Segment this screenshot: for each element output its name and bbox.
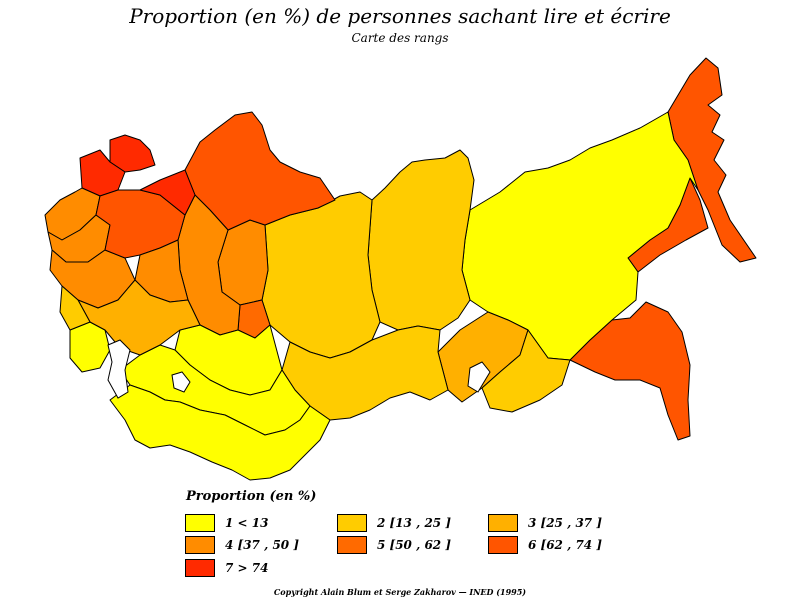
caspian-sea bbox=[107, 339, 131, 399]
legend-swatch bbox=[337, 536, 367, 554]
legend-item-6: 6 [62 , 74 ] bbox=[488, 535, 602, 555]
legend-label: 1 < 13 bbox=[225, 516, 269, 530]
region-amur-primorye bbox=[569, 301, 691, 441]
legend-item-7: 7 > 74 bbox=[185, 558, 268, 578]
legend-label: 7 > 74 bbox=[225, 561, 269, 575]
map-subtitle: Carte des rangs bbox=[351, 31, 449, 45]
legend-label: 6 [62 , 74 ] bbox=[528, 538, 602, 552]
legend-swatch bbox=[185, 514, 215, 532]
region-krasnoyarsk bbox=[367, 149, 475, 331]
region-central-asia bbox=[109, 384, 331, 481]
copyright-notice: Copyright Alain Blum et Serge Zakharov —… bbox=[273, 587, 527, 597]
legend-item-5: 5 [50 , 62 ] bbox=[337, 535, 451, 555]
legend-swatch bbox=[185, 536, 215, 554]
region-volga-lower bbox=[77, 279, 201, 356]
region-moscow bbox=[139, 169, 196, 216]
region-transbaikal bbox=[481, 329, 571, 413]
legend-label: 4 [37 , 50 ] bbox=[225, 538, 299, 552]
map-title: Proportion (en %) de personnes sachant l… bbox=[129, 4, 671, 28]
legend-item-3: 3 [25 , 37 ] bbox=[488, 513, 602, 533]
legend-label: 2 [13 , 25 ] bbox=[377, 516, 451, 530]
region-kamchatka-chukotka bbox=[667, 57, 757, 263]
legend-swatch bbox=[337, 514, 367, 532]
legend-swatch bbox=[185, 559, 215, 577]
legend-item-2: 2 [13 , 25 ] bbox=[337, 513, 451, 533]
legend-swatch bbox=[488, 536, 518, 554]
legend-title: Proportion (en %) bbox=[186, 489, 317, 504]
lake-baikal bbox=[467, 361, 491, 393]
legend-swatch bbox=[488, 514, 518, 532]
legend-label: 5 [50 , 62 ] bbox=[377, 538, 451, 552]
legend-label: 3 [25 , 37 ] bbox=[528, 516, 602, 530]
region-black-sea-coast bbox=[59, 285, 91, 331]
legend-item-1: 1 < 13 bbox=[185, 513, 268, 533]
legend-item-4: 4 [37 , 50 ] bbox=[185, 535, 299, 555]
aral-sea bbox=[171, 371, 191, 393]
